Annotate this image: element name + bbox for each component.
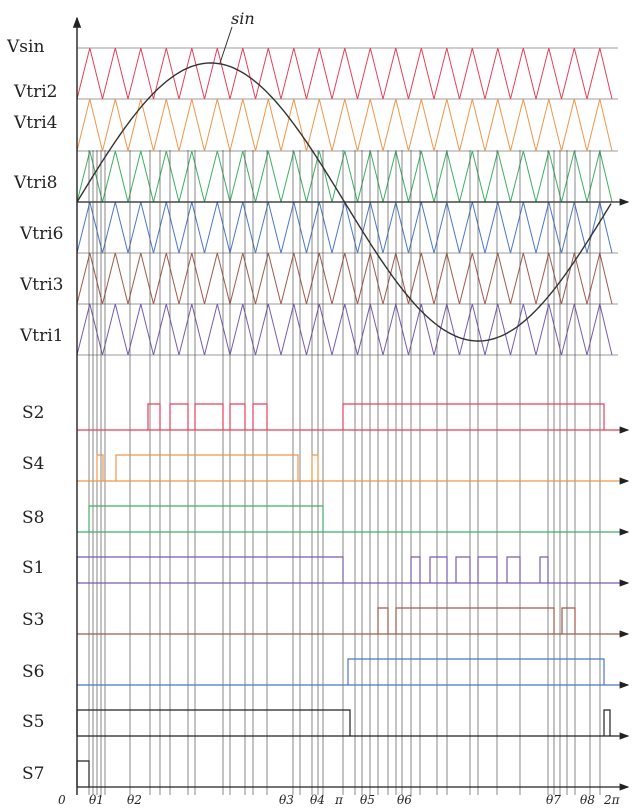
carrier-wave-5 bbox=[76, 252, 613, 305]
switch-pulses-5 bbox=[377, 607, 576, 634]
tick-theta3: θ3 bbox=[279, 793, 294, 807]
tick-theta7: θ7 bbox=[546, 793, 561, 807]
carrier-wave-4 bbox=[76, 201, 613, 254]
switching-instant-lines bbox=[88, 150, 601, 795]
label-s7: S7 bbox=[22, 764, 44, 784]
label-vtri8: Vtri8 bbox=[13, 173, 58, 193]
sine-reference-wave bbox=[76, 62, 612, 342]
carrier-waves bbox=[76, 47, 630, 356]
sin-label-leader bbox=[219, 26, 233, 64]
tick-0: 0 bbox=[58, 793, 66, 807]
label-s8: S8 bbox=[22, 508, 44, 528]
tick-pi: π bbox=[334, 793, 344, 807]
switch-pulses-4 bbox=[76, 556, 549, 583]
switch-pulses-8 bbox=[76, 760, 90, 787]
label-s4: S4 bbox=[22, 454, 44, 474]
label-vtri3: Vtri3 bbox=[19, 275, 64, 295]
label-vtri2: Vtri2 bbox=[13, 82, 58, 102]
label-vtri6: Vtri6 bbox=[19, 224, 64, 244]
label-s3: S3 bbox=[22, 610, 44, 630]
label-s1: S1 bbox=[22, 558, 44, 578]
label-vsin: Vsin bbox=[6, 37, 44, 57]
tick-theta1: θ1 bbox=[89, 793, 104, 807]
switch-signals bbox=[76, 403, 630, 791]
tick-theta5: θ5 bbox=[360, 793, 375, 807]
carrier-wave-6 bbox=[76, 303, 613, 356]
tick-theta8: θ8 bbox=[580, 793, 595, 807]
label-s5: S5 bbox=[22, 712, 44, 732]
switch-pulses-2 bbox=[96, 454, 319, 481]
label-vtri4: Vtri4 bbox=[13, 113, 58, 133]
label-s6: S6 bbox=[22, 662, 44, 682]
carrier-wave-2 bbox=[76, 98, 613, 152]
tick-theta4: θ4 bbox=[310, 793, 325, 807]
carrier-wave-3 bbox=[76, 150, 613, 203]
tick-2pi: 2π bbox=[603, 793, 621, 807]
switch-pulses-7 bbox=[76, 709, 611, 736]
sin-label: sin bbox=[231, 9, 255, 28]
tick-theta6: θ6 bbox=[397, 793, 412, 807]
carrier-wave-1 bbox=[76, 47, 613, 100]
label-s2: S2 bbox=[22, 403, 44, 423]
switch-pulses-6 bbox=[347, 658, 605, 685]
label-vtri1: Vtri1 bbox=[19, 326, 64, 346]
switch-pulses-1 bbox=[147, 403, 605, 430]
switch-pulses-3 bbox=[88, 505, 324, 532]
tick-theta2: θ2 bbox=[127, 793, 142, 807]
